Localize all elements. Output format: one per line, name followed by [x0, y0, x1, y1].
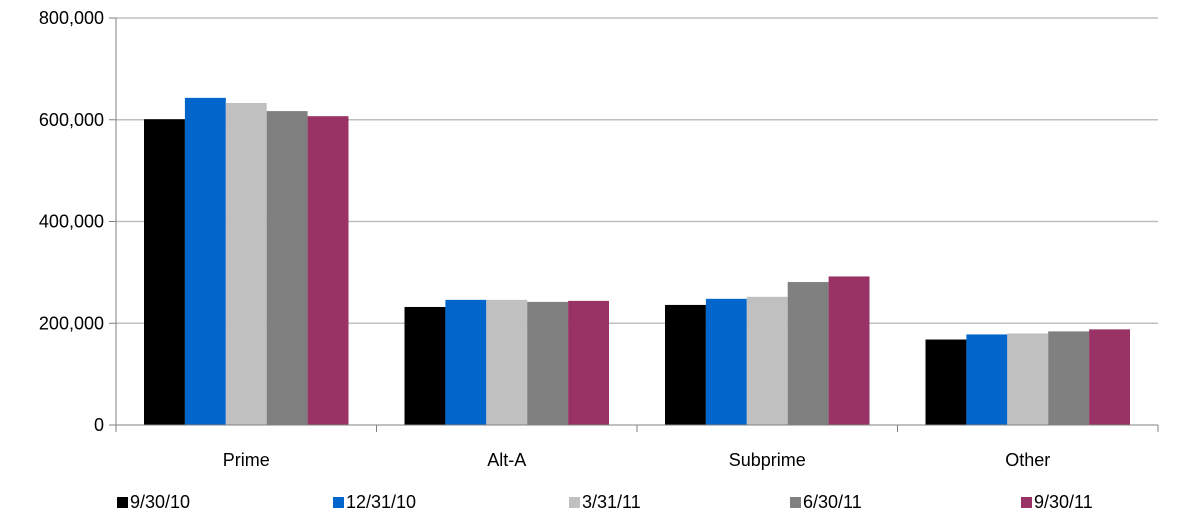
legend-label: 12/31/10: [346, 492, 416, 512]
bar-alt-a-5: [568, 300, 609, 425]
bar-prime-3: [225, 102, 267, 426]
bar-other-3: [1007, 333, 1049, 425]
legend-label: 6/30/11: [803, 492, 862, 512]
bar-alt-a-3: [486, 299, 528, 425]
bar-other-5: [1089, 329, 1130, 425]
y-tick-label: 400,000: [39, 212, 104, 232]
bar-subprime-5: [828, 276, 870, 425]
bar-subprime-1: [665, 304, 706, 425]
bar-prime-5: [307, 116, 349, 425]
legend-swatch: [117, 497, 128, 508]
bar-prime-1: [144, 119, 185, 426]
x-category-label: Subprime: [729, 450, 806, 470]
axes: [109, 17, 1159, 432]
x-category-label: Alt-A: [487, 450, 526, 470]
y-tick-label: 800,000: [39, 8, 104, 28]
bar-prime-2: [184, 97, 226, 425]
bar-other-2: [966, 334, 1008, 425]
bar-subprime-4: [787, 282, 829, 425]
legend: 9/30/10 12/31/10 3/31/11 6/30/11 9/30/11: [117, 492, 1093, 512]
legend-swatch: [790, 497, 801, 508]
legend-label: 3/31/11: [582, 492, 641, 512]
legend-label: 9/30/11: [1034, 492, 1093, 512]
bar-prime-4: [266, 111, 308, 425]
bar-subprime-2: [705, 298, 747, 425]
legend-label: 9/30/10: [130, 492, 190, 512]
y-tick-label: 200,000: [39, 313, 104, 333]
legend-swatch: [1021, 497, 1032, 508]
x-axis-category-labels: Prime Alt-A Subprime Other: [223, 450, 1051, 470]
bar-other-4: [1048, 331, 1090, 425]
bar-alt-a-2: [445, 299, 487, 425]
bar-other-1: [925, 339, 967, 425]
bar-alt-a-1: [404, 306, 446, 425]
bar-alt-a-4: [527, 301, 569, 425]
x-category-label: Other: [1005, 450, 1050, 470]
legend-swatch: [569, 497, 580, 508]
y-tick-label: 0: [94, 415, 104, 435]
bar-subprime-3: [746, 296, 788, 425]
x-category-label: Prime: [223, 450, 270, 470]
bars: [144, 97, 1130, 426]
y-axis-tick-labels: 0 200,000 400,000 600,000 800,000: [39, 8, 104, 435]
legend-swatch: [333, 497, 344, 508]
y-tick-label: 600,000: [39, 110, 104, 130]
